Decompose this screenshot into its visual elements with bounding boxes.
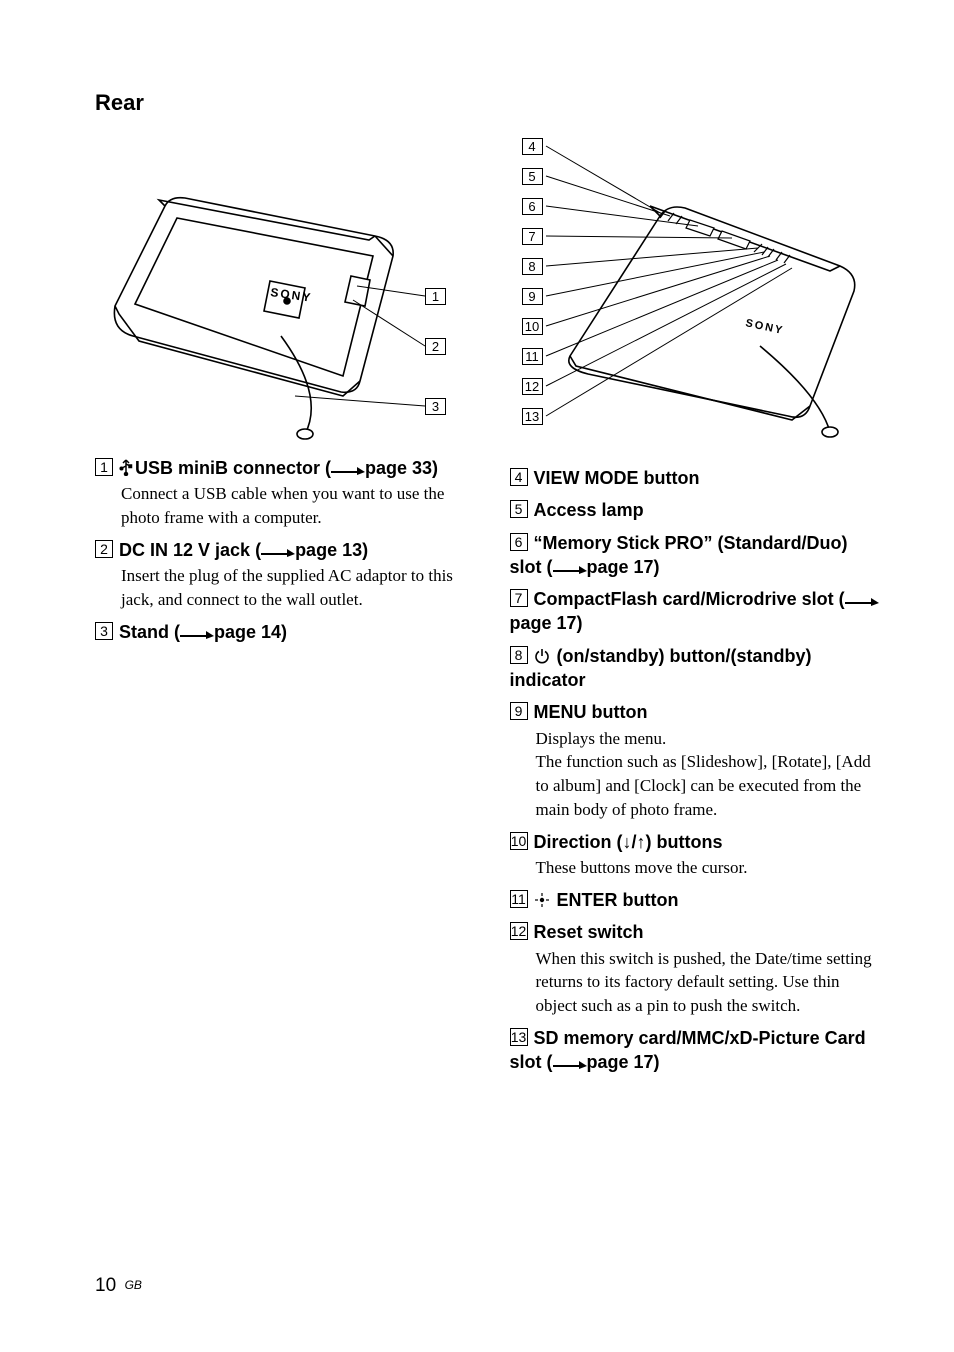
part-item-description: Connect a USB cable when you want to use… (121, 482, 470, 530)
part-title-text: Reset switch (534, 922, 644, 942)
callout-6: 6 (522, 198, 543, 215)
power-icon (534, 648, 550, 664)
page-number: 10 (95, 1275, 116, 1296)
two-column-layout: SONY 1 2 3 1 USB miniB connector ( page 33… (95, 136, 884, 1083)
right-column: SONY 4 (510, 136, 885, 1083)
part-item-heading: 3 Stand ( page 14) (95, 620, 470, 644)
part-item-heading: 7 CompactFlash card/Microdrive slot ( page… (510, 587, 885, 636)
callout-13: 13 (522, 408, 543, 425)
part-item-description: Insert the plug of the supplied AC adapt… (121, 564, 470, 612)
part-item: 10 Direction (↓/↑) buttons These buttons m… (510, 830, 885, 880)
page-ref-arrow-icon (553, 562, 587, 574)
part-item: 5 Access lamp (510, 498, 885, 522)
callout-7: 7 (522, 228, 543, 245)
part-item: 9 MENU button Displays the menu.The functi… (510, 700, 885, 821)
part-number-box: 3 (95, 622, 113, 640)
part-number-box: 9 (510, 702, 528, 720)
part-number-box: 13 (510, 1028, 528, 1046)
part-item: 2 DC IN 12 V jack ( page 13) Insert the plu… (95, 538, 470, 612)
part-item-heading: 12 Reset switch (510, 920, 885, 944)
page-footer: 10 GB (95, 1275, 142, 1297)
callout-11: 11 (522, 348, 543, 365)
part-number-box: 4 (510, 468, 528, 486)
part-item: 13SD memory card/MMC/xD-Picture Card slo… (510, 1026, 885, 1075)
part-number-box: 11 (510, 890, 528, 908)
part-item-heading: 8 (on/standby) button/(standby) indicato… (510, 644, 885, 693)
page-reference: page 17) (587, 557, 660, 577)
page-reference: page 17) (510, 613, 583, 633)
part-title-text: Access lamp (534, 500, 644, 520)
part-number-box: 1 (95, 458, 113, 476)
part-title-text: DC IN 12 V jack ( (119, 540, 261, 560)
part-item-heading: 13SD memory card/MMC/xD-Picture Card slo… (510, 1026, 885, 1075)
page-ref-arrow-icon (180, 627, 214, 639)
right-item-list: 4 VIEW MODE button 5 Access lamp 6“Memory St… (510, 466, 885, 1075)
left-column: SONY 1 2 3 1 USB miniB connector ( page 33… (95, 136, 470, 1083)
rear-diagram-right: SONY 4 (510, 136, 870, 456)
part-number-box: 12 (510, 922, 528, 940)
callout-10: 10 (522, 318, 543, 335)
part-item-description: Displays the menu.The function such as [… (536, 727, 885, 822)
part-title-text: ENTER button (552, 890, 679, 910)
page-reference: page 13) (295, 540, 368, 560)
section-title: Rear (95, 90, 884, 116)
part-item-description: These buttons move the cursor. (536, 856, 885, 880)
callout-4: 4 (522, 138, 543, 155)
left-item-list: 1 USB miniB connector ( page 33) Connect a … (95, 456, 470, 644)
part-title-text: MENU button (534, 702, 648, 722)
usb-fork-icon (119, 458, 133, 476)
page-ref-arrow-icon (845, 594, 879, 606)
part-item: 6“Memory Stick PRO” (Standard/Duo) slot … (510, 531, 885, 580)
part-number-box: 2 (95, 540, 113, 558)
rear-diagram-left: SONY 1 2 3 (95, 136, 455, 446)
enter-dot-icon (534, 892, 550, 908)
part-item: 3 Stand ( page 14) (95, 620, 470, 644)
part-item: 12 Reset switch When this switch is pushed… (510, 920, 885, 1018)
callout-8: 8 (522, 258, 543, 275)
callout-5: 5 (522, 168, 543, 185)
part-item-heading: 9 MENU button (510, 700, 885, 724)
part-title-text: VIEW MODE button (534, 468, 700, 488)
part-number-box: 5 (510, 500, 528, 518)
callout-9: 9 (522, 288, 543, 305)
part-item-heading: 1 USB miniB connector ( page 33) (95, 456, 470, 480)
callout-3: 3 (425, 398, 446, 415)
manual-page: Rear (0, 0, 954, 1352)
part-number-box: 7 (510, 589, 528, 607)
part-item-heading: 11 ENTER button (510, 888, 885, 912)
page-ref-arrow-icon (553, 1057, 587, 1069)
part-number-box: 8 (510, 646, 528, 664)
part-item-heading: 10 Direction (↓/↑) buttons (510, 830, 885, 854)
page-ref-arrow-icon (261, 545, 295, 557)
callout-2: 2 (425, 338, 446, 355)
part-item-heading: 5 Access lamp (510, 498, 885, 522)
page-reference: page 17) (587, 1052, 660, 1072)
part-item-heading: 4 VIEW MODE button (510, 466, 885, 490)
part-number-box: 6 (510, 533, 528, 551)
part-title-text: CompactFlash card/Microdrive slot ( (534, 589, 845, 609)
part-item-heading: 2 DC IN 12 V jack ( page 13) (95, 538, 470, 562)
part-item-description: When this switch is pushed, the Date/tim… (536, 947, 885, 1018)
part-item: 8 (on/standby) button/(standby) indicato… (510, 644, 885, 693)
part-title-text: (on/standby) button/(standby) indicator (510, 646, 812, 690)
part-item: 11 ENTER button (510, 888, 885, 912)
part-item: 1 USB miniB connector ( page 33) Connect a … (95, 456, 470, 530)
part-number-box: 10 (510, 832, 528, 850)
callout-1: 1 (425, 288, 446, 305)
page-ref-arrow-icon (331, 463, 365, 475)
part-item: 4 VIEW MODE button (510, 466, 885, 490)
region-code: GB (125, 1278, 142, 1292)
part-title-text: USB miniB connector ( (135, 458, 331, 478)
page-reference: page 14) (214, 622, 287, 642)
part-item-heading: 6“Memory Stick PRO” (Standard/Duo) slot … (510, 531, 885, 580)
part-title-text: Direction (↓/↑) buttons (534, 832, 723, 852)
callout-12: 12 (522, 378, 543, 395)
page-reference: page 33) (365, 458, 438, 478)
part-title-text: Stand ( (119, 622, 180, 642)
part-item: 7 CompactFlash card/Microdrive slot ( page… (510, 587, 885, 636)
